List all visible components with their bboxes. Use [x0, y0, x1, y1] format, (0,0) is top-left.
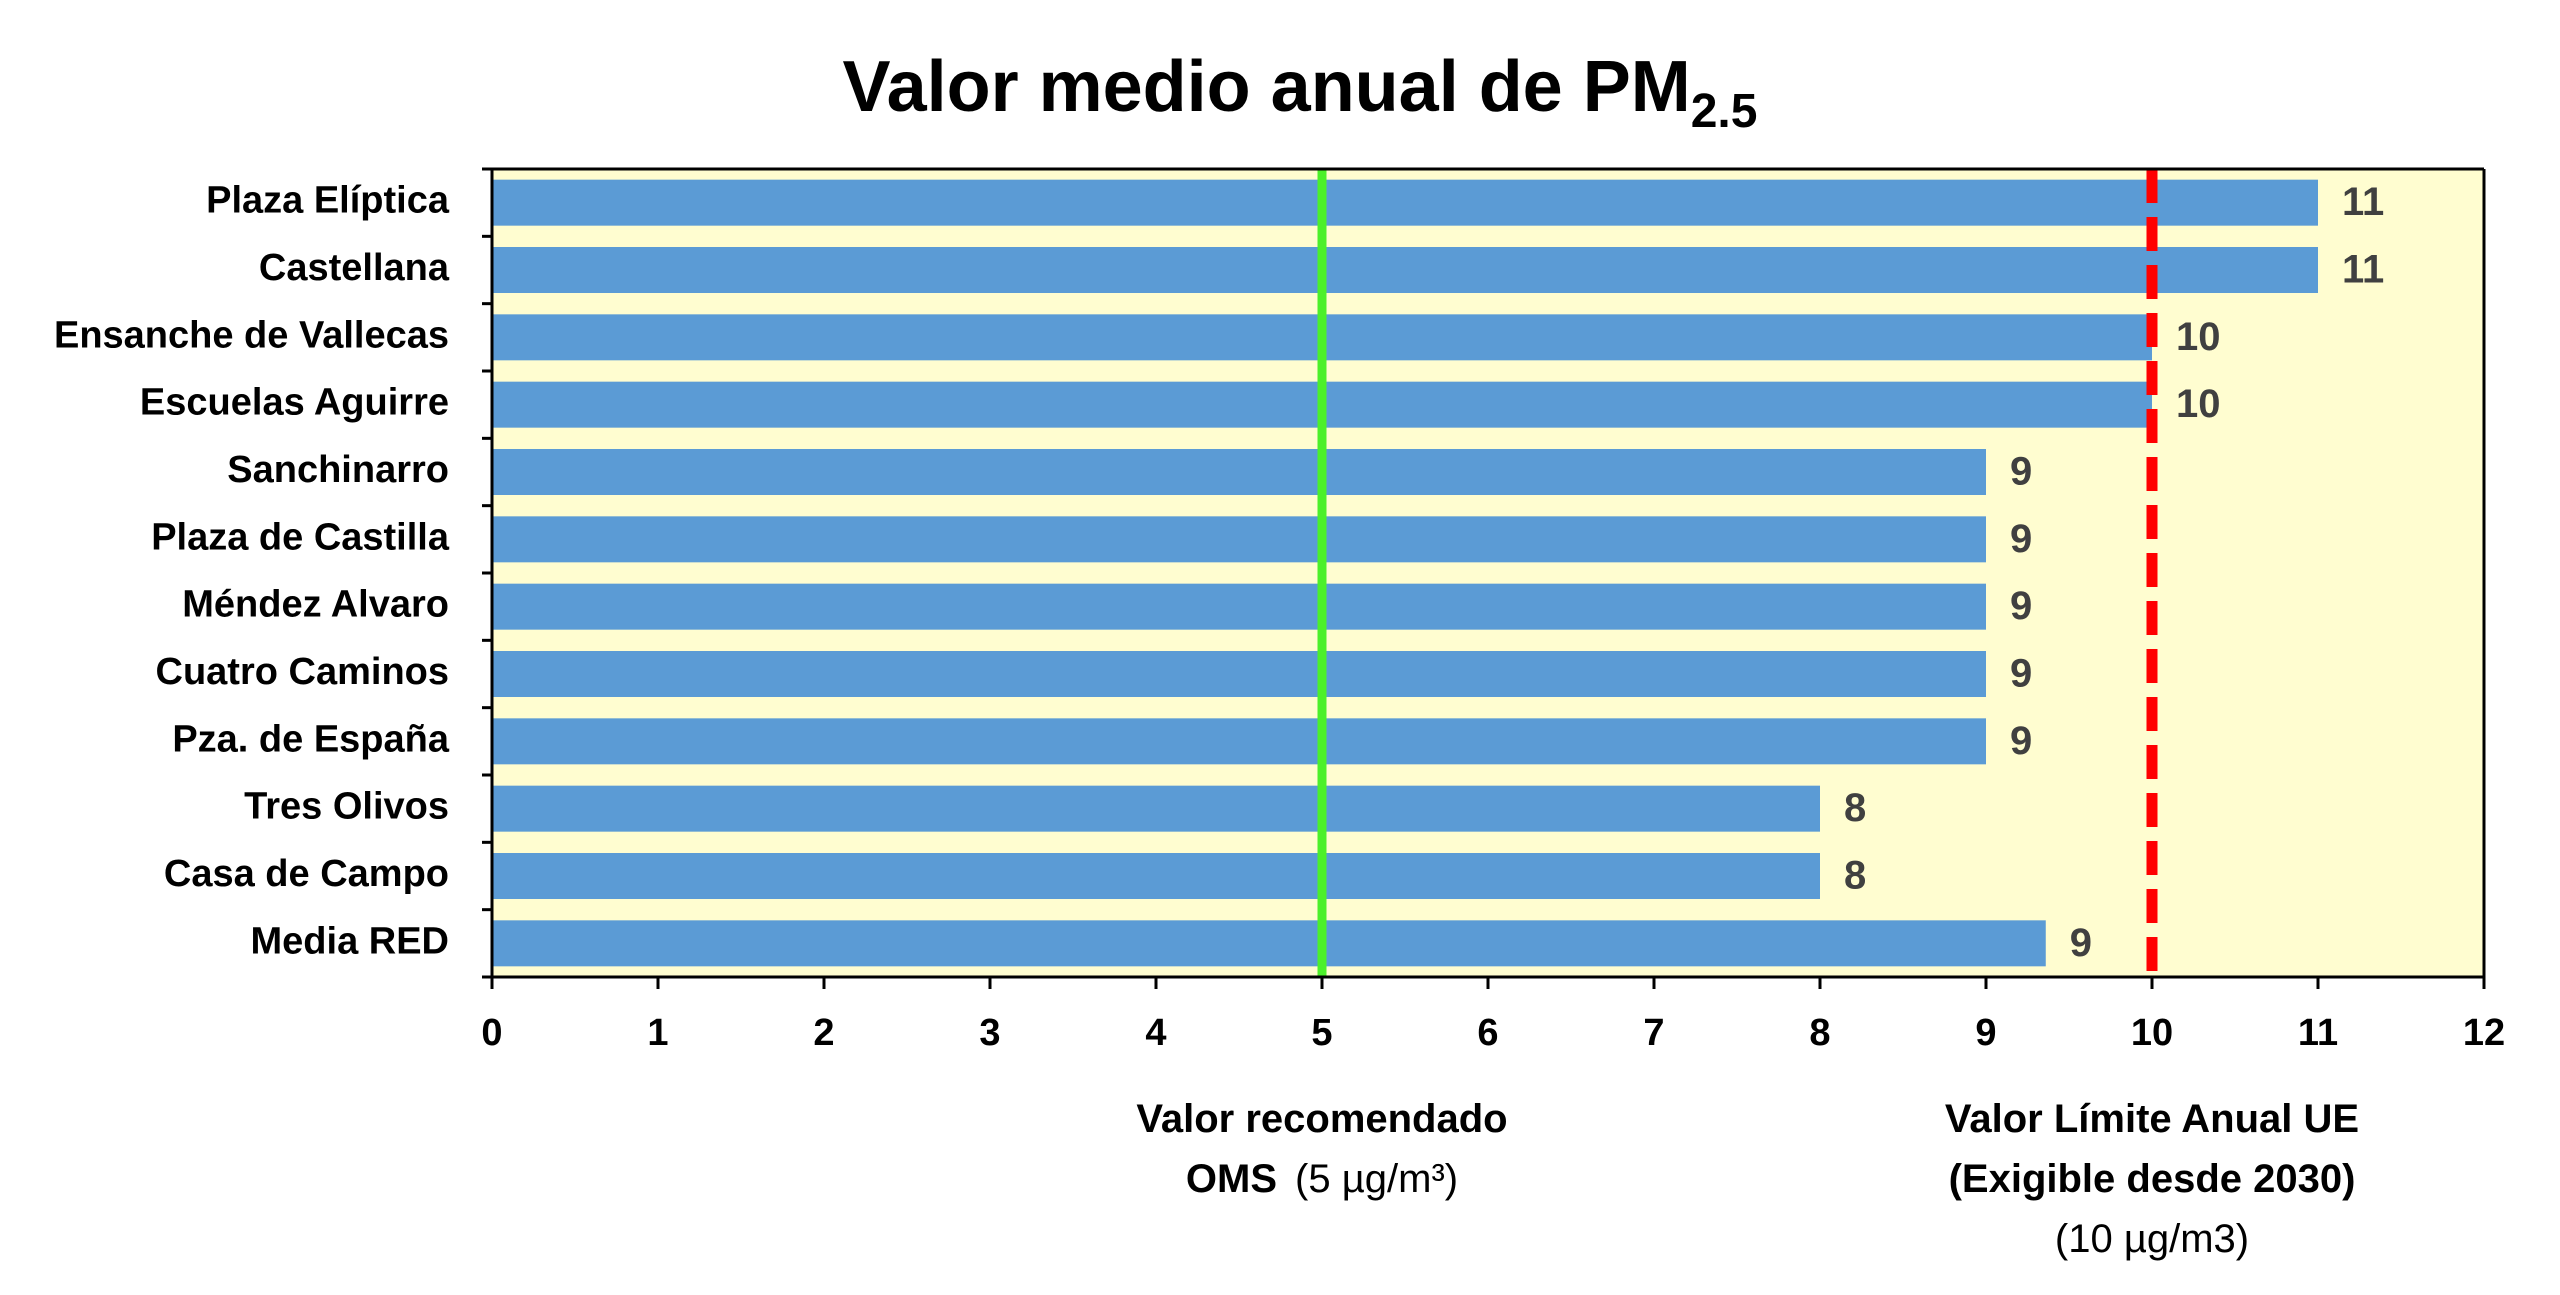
reference-label-part: (5 µg/m³): [1295, 1157, 1458, 1201]
x-tick-label: 0: [481, 1012, 502, 1054]
y-tick-label: Sanchinarro: [227, 449, 449, 491]
title-main: Valor medio anual de PM: [843, 47, 1691, 127]
reference-label-part: Valor recomendado: [1136, 1097, 1507, 1141]
x-tick-label: 11: [2298, 1012, 2338, 1054]
y-tick-label: Tres Olivos: [244, 786, 449, 828]
reference-label: (Exigible desde 2030): [1949, 1157, 2356, 1201]
reference-label-part: OMS: [1186, 1157, 1277, 1201]
y-tick-label: Ensanche de Vallecas: [54, 314, 449, 356]
y-tick-label: Plaza Elíptica: [206, 180, 450, 222]
value-label: 9: [2010, 450, 2032, 494]
x-tick-label: 9: [1975, 1012, 1996, 1054]
x-tick-label: 4: [1145, 1012, 1166, 1054]
y-tick-label: Méndez Alvaro: [182, 584, 449, 626]
y-tick-label: Media RED: [251, 920, 449, 962]
bar: [492, 651, 1986, 697]
value-label: 11: [2342, 180, 2384, 224]
x-tick-label: 1: [647, 1012, 668, 1054]
x-tick-label: 12: [2463, 1012, 2505, 1054]
value-label: 9: [2010, 517, 2032, 561]
reference-label-part: (Exigible desde 2030): [1949, 1157, 2356, 1201]
y-tick-label: Pza. de España: [172, 718, 450, 760]
x-tick-label: 6: [1477, 1012, 1498, 1054]
bar: [492, 718, 1986, 765]
bar: [492, 516, 1986, 563]
value-label: 9: [2010, 652, 2032, 696]
x-tick-label: 10: [2131, 1012, 2173, 1054]
reference-label-part: (10 µg/m3): [2055, 1217, 2249, 1261]
value-label: 10: [2176, 382, 2221, 426]
reference-label: (10 µg/m3): [2055, 1217, 2249, 1261]
chart-title: Valor medio anual de PM2.5: [843, 47, 1758, 138]
bar: [492, 247, 2318, 293]
x-tick-label: 5: [1311, 1012, 1332, 1054]
x-tick-label: 8: [1809, 1012, 1830, 1054]
x-tick-label: 7: [1643, 1012, 1664, 1054]
y-tick-label: Casa de Campo: [164, 853, 449, 895]
bar: [492, 920, 2046, 967]
y-tick-label: Cuatro Caminos: [156, 651, 449, 693]
x-tick-label: 3: [979, 1012, 1000, 1054]
x-tick-label: 2: [813, 1012, 834, 1054]
y-tick-label: Plaza de Castilla: [151, 516, 450, 558]
bar: [492, 179, 2318, 226]
reference-label: Valor Límite Anual UE: [1945, 1097, 2359, 1141]
value-label: 9: [2010, 719, 2032, 763]
value-label: 11: [2342, 248, 2384, 292]
bar: [492, 785, 1820, 832]
reference-label: OMS (5 µg/m³): [1186, 1157, 1458, 1201]
bar: [492, 583, 1986, 630]
reference-label-part: Valor Límite Anual UE: [1945, 1097, 2359, 1141]
bar: [492, 449, 1986, 495]
title-subscript: 2.5: [1691, 85, 1758, 138]
value-label: 9: [2010, 584, 2032, 628]
value-label: 8: [1844, 786, 1866, 830]
value-label: 10: [2176, 315, 2221, 359]
reference-label: Valor recomendado: [1136, 1097, 1507, 1141]
bar: [492, 853, 1820, 899]
value-label: 9: [2070, 921, 2092, 965]
y-tick-label: Escuelas Aguirre: [140, 382, 449, 424]
value-label: 8: [1844, 854, 1866, 898]
y-tick-label: Castellana: [259, 247, 450, 289]
